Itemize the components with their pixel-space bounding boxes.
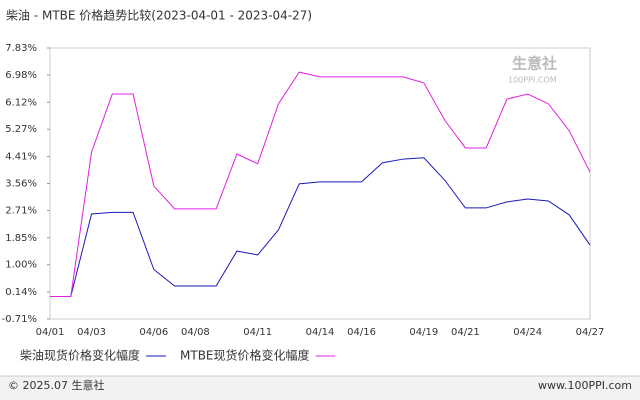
y-tick-label: 1.85%: [5, 233, 37, 244]
watermark: 生意社: [512, 55, 557, 73]
chart-title: 柴油 - MTBE 价格趋势比较(2023-04-01 - 2023-04-27…: [6, 8, 312, 23]
y-tick-label: 0.14%: [5, 287, 37, 298]
x-tick-label: 04/21: [451, 327, 480, 338]
y-tick-label: 2.71%: [5, 205, 37, 216]
x-tick-label: 04/14: [306, 327, 335, 338]
footer-bar: [0, 376, 640, 400]
x-tick-label: 04/01: [36, 327, 65, 338]
series-line: [50, 71, 591, 297]
series-line: [50, 157, 591, 297]
footer-left: © 2025.07 生意社: [8, 378, 104, 392]
footer-right: www.100PPI.com: [538, 379, 632, 392]
x-tick-label: 04/08: [181, 327, 210, 338]
x-tick-label: 04/11: [243, 327, 272, 338]
y-tick-label: 1.00%: [5, 260, 37, 271]
x-tick-label: 04/06: [139, 327, 168, 338]
y-tick-label: 7.83%: [5, 43, 37, 54]
y-tick-label: 3.56%: [5, 179, 37, 190]
x-tick-label: 04/24: [513, 327, 542, 338]
legend-label: 柴油现货价格变化幅度: [20, 348, 140, 363]
x-tick-label: 04/16: [347, 327, 376, 338]
y-tick-label: 5.27%: [5, 124, 37, 135]
y-tick-label: 6.98%: [5, 70, 37, 81]
y-tick-label: 4.41%: [5, 152, 37, 163]
legend-label: MTBE现货价格变化幅度: [180, 348, 310, 363]
y-tick-label: -0.71%: [2, 314, 37, 325]
watermark: 100PPI.COM: [508, 76, 557, 85]
x-tick-label: 04/27: [576, 327, 605, 338]
y-tick-label: 6.12%: [5, 97, 37, 108]
x-tick-label: 04/03: [77, 327, 106, 338]
x-tick-label: 04/19: [409, 327, 438, 338]
